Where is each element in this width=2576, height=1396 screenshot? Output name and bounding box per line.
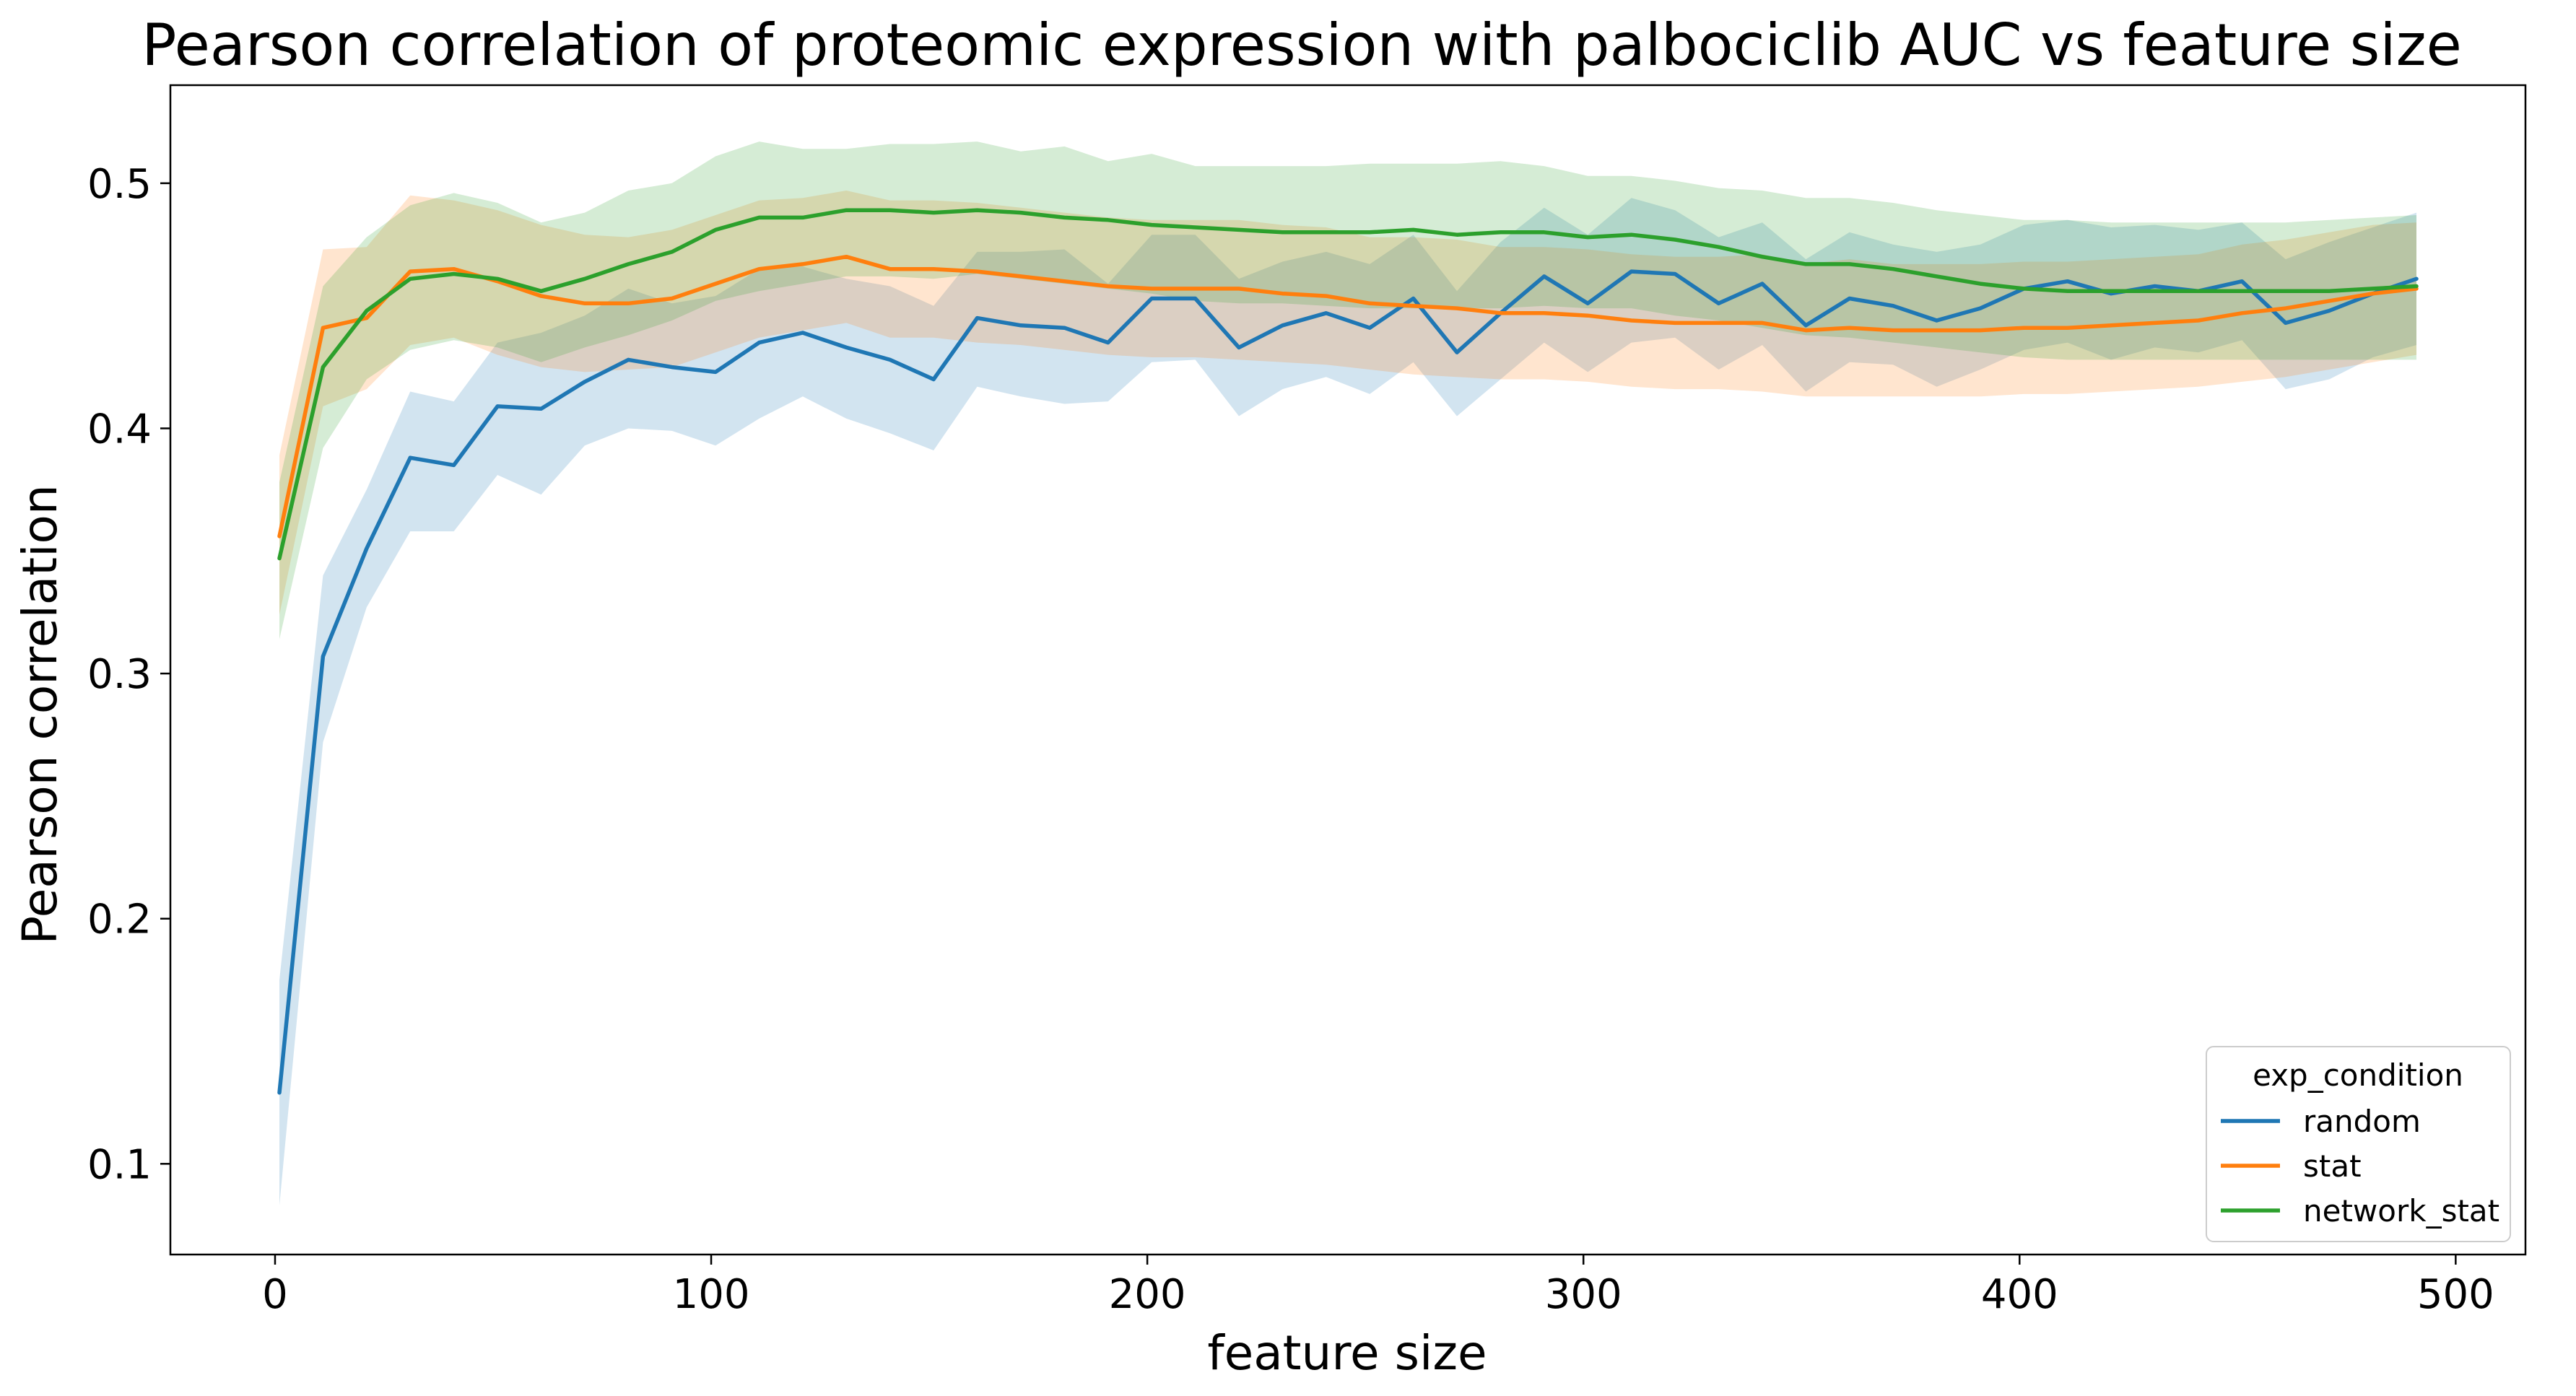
confidence-band-stat (279, 191, 2416, 615)
confidence-band-random (279, 198, 2416, 1206)
chart-title: Pearson correlation of proteomic express… (142, 12, 2462, 79)
x-tick-label: 0 (262, 1271, 288, 1318)
x-tick-label: 300 (1545, 1271, 1622, 1318)
y-tick-label: 0.1 (87, 1141, 152, 1188)
y-tick-label: 0.5 (87, 161, 152, 208)
x-tick-label: 400 (1981, 1271, 2058, 1318)
legend: exp_condition random stat network_stat (2206, 1046, 2511, 1242)
y-axis: 0.1 0.2 0.3 0.4 0.5 (87, 161, 170, 1188)
x-axis-label: feature size (1207, 1325, 1487, 1381)
legend-title: exp_condition (2253, 1057, 2463, 1093)
legend-label-network-stat: network_stat (2303, 1193, 2499, 1229)
legend-label-stat: stat (2303, 1148, 2362, 1184)
series-line-network-stat (277, 208, 2419, 561)
x-axis: 0 100 200 300 400 500 (262, 1255, 2494, 1318)
y-tick-label: 0.2 (87, 897, 152, 943)
legend-items: random stat network_stat (2221, 1104, 2499, 1229)
legend-box (2206, 1046, 2511, 1242)
y-axis-label: Pearson correlation (12, 484, 68, 944)
y-tick-label: 0.4 (87, 406, 152, 453)
plot-frame (169, 84, 2527, 1256)
legend-label-random: random (2303, 1104, 2421, 1139)
x-tick-label: 100 (673, 1271, 750, 1318)
series-line-stat (277, 254, 2419, 538)
y-tick-label: 0.3 (87, 651, 152, 698)
series-line-random (277, 269, 2419, 1095)
x-tick-label: 200 (1109, 1271, 1186, 1318)
x-tick-label: 500 (2417, 1271, 2494, 1318)
series-lines (277, 208, 2419, 1095)
